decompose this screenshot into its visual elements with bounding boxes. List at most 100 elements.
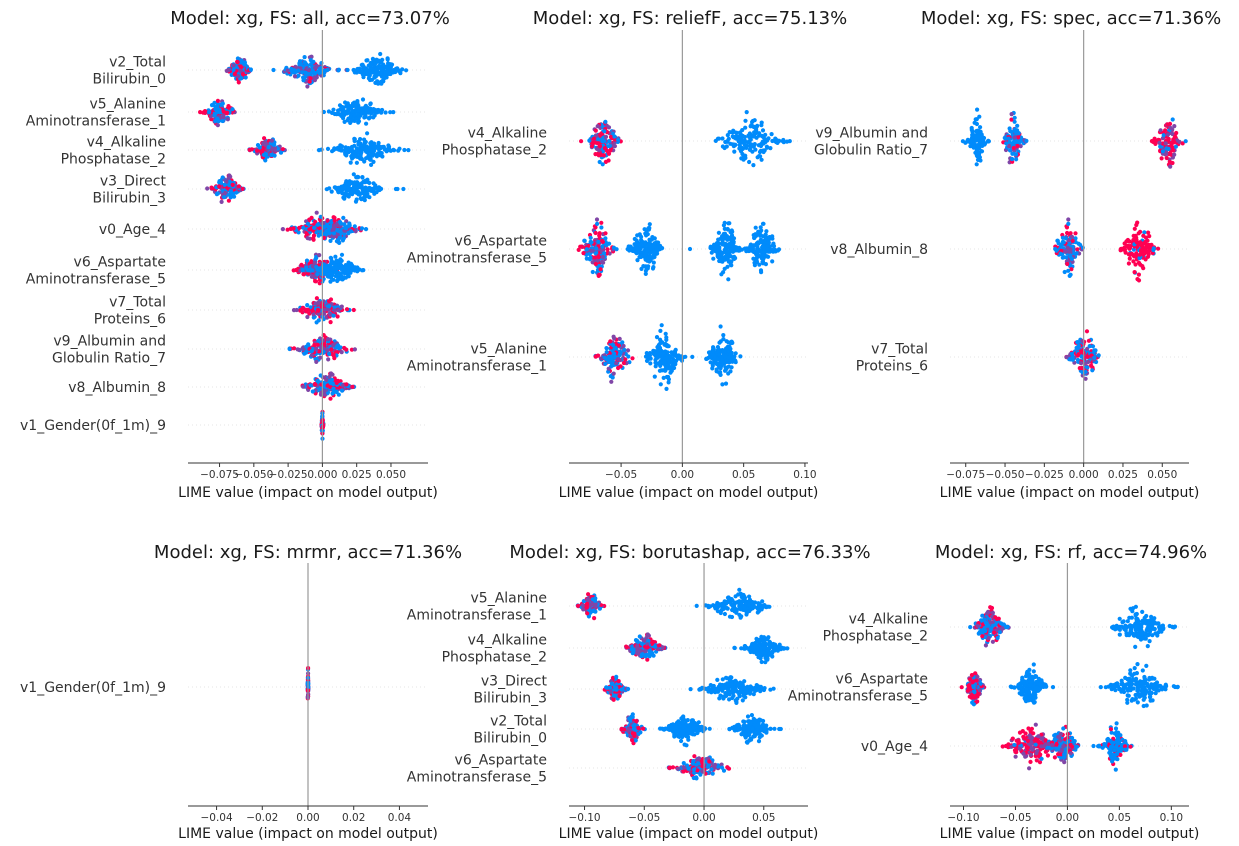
data-point — [373, 72, 379, 77]
data-point — [375, 110, 380, 115]
data-point — [584, 605, 590, 610]
data-point — [221, 115, 226, 120]
data-point — [664, 335, 669, 340]
x-tick-label: −0.075 — [200, 469, 239, 481]
data-point — [1143, 239, 1148, 245]
data-point — [659, 323, 664, 328]
data-point — [304, 230, 309, 235]
data-point — [721, 333, 726, 338]
data-point — [381, 63, 386, 68]
data-point — [331, 107, 336, 112]
data-point — [603, 134, 609, 139]
feature-label-line: Aminotransferase_1 — [26, 114, 166, 130]
data-point — [300, 268, 305, 273]
data-point — [372, 191, 377, 196]
data-point — [644, 233, 649, 238]
data-point — [706, 603, 711, 608]
data-point — [353, 116, 358, 121]
x-tick-label: 0.050 — [1147, 469, 1177, 481]
data-point — [257, 145, 262, 150]
data-point — [593, 255, 598, 260]
data-point — [654, 350, 659, 355]
data-point — [659, 368, 664, 373]
data-point — [291, 68, 297, 73]
data-point — [714, 369, 719, 374]
data-point — [597, 606, 603, 611]
data-point — [305, 314, 310, 320]
data-point — [600, 254, 605, 260]
data-point — [1159, 156, 1164, 161]
data-point — [595, 141, 601, 146]
feature-points — [960, 107, 1188, 169]
data-point — [722, 220, 727, 225]
data-point — [311, 312, 316, 317]
data-point — [710, 349, 715, 354]
data-point — [593, 598, 598, 603]
data-point — [665, 350, 670, 355]
data-point — [1172, 124, 1177, 129]
feature-label-line: v8_Albumin_8 — [68, 380, 166, 396]
data-point — [666, 377, 672, 382]
data-point — [1078, 361, 1084, 366]
data-point — [352, 224, 357, 229]
data-point — [317, 253, 322, 258]
data-point — [315, 342, 320, 347]
data-point — [581, 607, 586, 612]
data-point — [331, 231, 337, 236]
x-tick-label: −0.075 — [946, 469, 985, 481]
data-point — [269, 152, 274, 158]
data-point — [301, 272, 306, 277]
feature-label: v1_Gender(0f_1m)_9 — [20, 418, 166, 434]
data-point — [260, 149, 265, 154]
data-point — [269, 138, 274, 143]
data-point — [754, 259, 759, 264]
data-point — [1012, 135, 1017, 140]
data-point — [763, 262, 769, 267]
data-point — [346, 146, 351, 151]
data-point — [315, 222, 320, 227]
data-point — [591, 608, 596, 614]
data-point — [731, 604, 737, 609]
data-point — [644, 354, 649, 359]
data-point — [729, 233, 735, 238]
data-point — [331, 227, 336, 232]
data-point — [354, 197, 359, 202]
subplot-1: Model: xg, FS: all, acc=73.07%v2_Total Bi… — [20, 8, 450, 501]
data-point — [607, 143, 613, 149]
data-point — [382, 147, 387, 152]
data-point — [333, 254, 338, 259]
data-point — [722, 611, 728, 617]
data-point — [314, 347, 319, 352]
data-point — [352, 136, 357, 141]
data-point — [235, 60, 240, 65]
data-point — [1183, 139, 1188, 144]
data-point — [298, 307, 303, 312]
data-point — [1065, 261, 1070, 267]
data-point — [355, 190, 361, 195]
data-point — [726, 277, 731, 282]
data-point — [1053, 246, 1058, 252]
data-point — [969, 137, 974, 142]
data-point — [1014, 157, 1019, 162]
data-point — [597, 272, 602, 277]
feature-label-line: v1_Gender(0f_1m)_9 — [20, 418, 166, 434]
data-point — [342, 193, 347, 198]
data-point — [766, 240, 771, 245]
data-point — [209, 103, 215, 108]
data-point — [207, 110, 212, 115]
data-point — [360, 268, 365, 273]
data-point — [612, 144, 618, 149]
data-point — [376, 145, 382, 150]
data-point — [348, 269, 353, 274]
data-point — [647, 222, 652, 227]
data-point — [302, 55, 307, 60]
data-point — [636, 248, 641, 253]
data-point — [346, 260, 351, 265]
data-point — [311, 233, 317, 238]
data-point — [581, 251, 586, 256]
data-point — [608, 148, 613, 153]
data-point — [767, 248, 772, 253]
data-point — [965, 139, 970, 144]
data-point — [1089, 363, 1094, 368]
data-point — [344, 307, 350, 312]
